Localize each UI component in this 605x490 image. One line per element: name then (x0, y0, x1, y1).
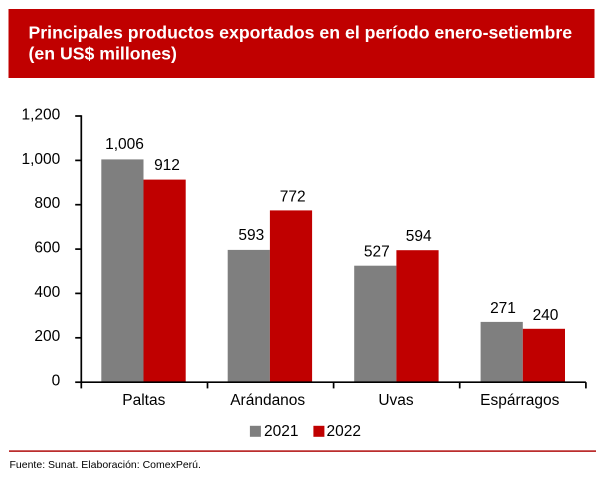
svg-text:Uvas: Uvas (378, 392, 414, 409)
svg-text:Arándanos: Arándanos (230, 392, 305, 409)
svg-text:772: 772 (280, 189, 306, 206)
svg-text:593: 593 (238, 227, 264, 244)
svg-text:2022: 2022 (327, 423, 361, 440)
svg-text:Fuente: Sunat. Elaboración: Co: Fuente: Sunat. Elaboración: ComexPerú. (10, 459, 201, 471)
svg-text:240: 240 (533, 307, 559, 324)
svg-text:Espárragos: Espárragos (480, 392, 560, 409)
svg-text:800: 800 (34, 195, 60, 212)
svg-text:2021: 2021 (264, 423, 298, 440)
svg-text:594: 594 (406, 228, 432, 245)
svg-text:(en US$ millones): (en US$ millones) (29, 43, 178, 63)
svg-text:Principales productos exportad: Principales productos exportados en el p… (29, 22, 573, 42)
svg-text:912: 912 (154, 157, 180, 174)
svg-text:200: 200 (34, 328, 60, 345)
svg-text:271: 271 (490, 300, 516, 317)
svg-text:527: 527 (364, 243, 390, 260)
svg-text:1,006: 1,006 (105, 136, 144, 153)
svg-text:1,000: 1,000 (22, 151, 61, 168)
svg-text:400: 400 (34, 284, 60, 301)
svg-text:0: 0 (52, 373, 61, 390)
svg-text:600: 600 (34, 240, 60, 257)
svg-text:Paltas: Paltas (122, 392, 165, 409)
svg-text:1,200: 1,200 (22, 106, 61, 123)
